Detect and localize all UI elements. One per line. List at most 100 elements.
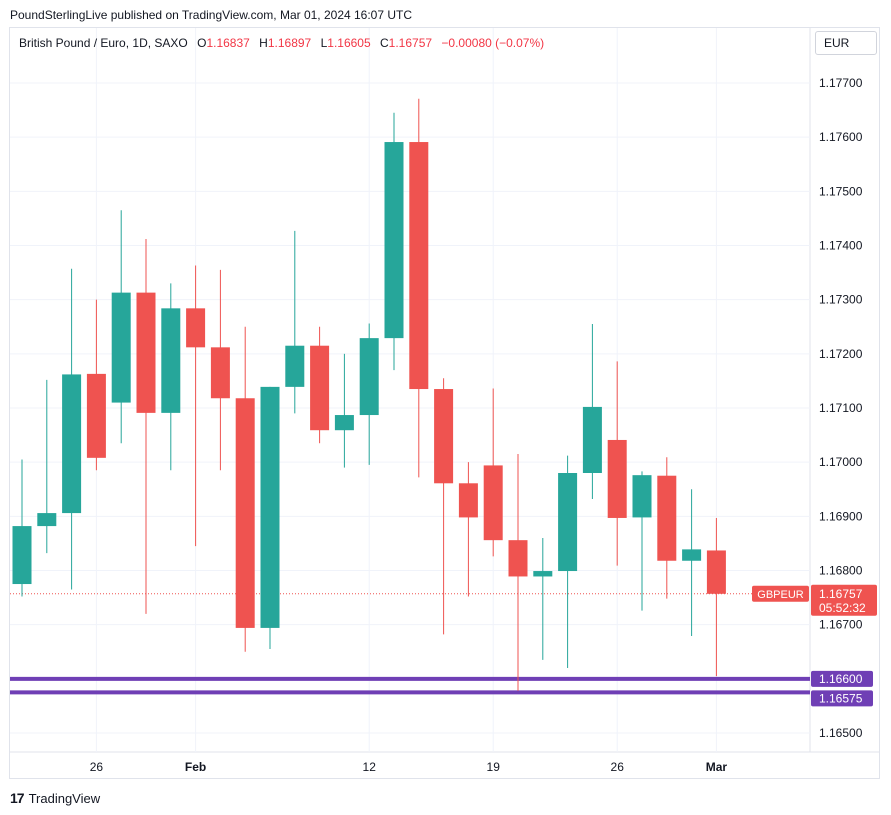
candle xyxy=(409,98,429,478)
y-tick-label: 1.16500 xyxy=(819,726,863,740)
candle xyxy=(434,378,454,635)
candle-body xyxy=(533,571,553,577)
level-price-box xyxy=(811,670,873,687)
candle xyxy=(62,268,82,590)
y-tick-label: 1.16900 xyxy=(819,509,863,523)
low-label: L xyxy=(320,36,328,50)
candle xyxy=(161,283,181,471)
current-price-box xyxy=(811,584,877,616)
candle-body xyxy=(161,308,181,413)
candle xyxy=(111,210,131,444)
candle xyxy=(186,265,206,547)
close-label: C xyxy=(380,36,389,50)
candle-body xyxy=(12,526,32,585)
candle-body xyxy=(62,374,82,514)
candle-body xyxy=(682,549,702,561)
candle-body xyxy=(37,513,57,527)
published-by-text: PoundSterlingLive published on TradingVi… xyxy=(10,8,413,22)
candle-body xyxy=(310,345,330,431)
low-value: 1.16605 xyxy=(327,36,371,50)
candle xyxy=(607,361,627,566)
candles xyxy=(12,98,726,691)
y-tick-label: 1.17700 xyxy=(819,76,863,90)
symbol-tag-text: GBPEUR xyxy=(757,589,804,601)
y-axis: 1.16500 1.16700 1.16800 1.16900 1.17000 1.171… xyxy=(819,76,863,740)
candle xyxy=(706,517,726,677)
x-tick-label: 19 xyxy=(487,760,501,774)
candle xyxy=(384,112,404,371)
y-tick-label: 1.17600 xyxy=(819,130,863,144)
x-tick-label: Feb xyxy=(185,760,206,774)
candle-body xyxy=(186,308,206,348)
countdown-text: 05:52:32 xyxy=(819,601,866,615)
candle xyxy=(582,324,602,499)
x-tick-label: Mar xyxy=(706,760,728,774)
candle-body xyxy=(111,292,131,403)
candle xyxy=(508,454,528,691)
candle-body xyxy=(136,292,156,413)
candle xyxy=(260,386,280,650)
y-tick-label: 1.17100 xyxy=(819,401,863,415)
support-levels xyxy=(10,593,810,695)
candle-body xyxy=(706,550,726,594)
candle-body xyxy=(210,347,230,399)
candle-body xyxy=(334,415,354,431)
current-price-text: 1.16757 xyxy=(819,587,863,601)
candle-body xyxy=(260,386,280,628)
candle-body xyxy=(582,406,602,473)
candle xyxy=(210,269,230,471)
candle-body xyxy=(235,398,255,628)
candle xyxy=(136,239,156,614)
candle-body xyxy=(458,483,478,518)
x-tick-label: 12 xyxy=(363,760,377,774)
candle xyxy=(37,379,57,554)
candle-body xyxy=(359,338,379,416)
chart-frame xyxy=(9,27,880,779)
candle-body xyxy=(483,465,503,541)
y-tick-label: 1.17400 xyxy=(819,239,863,253)
symbol-name: British Pound / Euro, 1D, SAXO xyxy=(19,36,188,50)
candle-body xyxy=(657,475,677,561)
x-tick-label: 26 xyxy=(90,760,104,774)
y-tick-label: 1.17500 xyxy=(819,184,863,198)
candle xyxy=(682,489,702,637)
open-label: O xyxy=(197,36,207,50)
candle xyxy=(235,326,255,652)
symbol-tag xyxy=(752,585,809,602)
x-axis: 26 Feb 12 19 26 Mar xyxy=(90,760,728,774)
brand-text: TradingView xyxy=(28,790,101,806)
candle-body xyxy=(434,389,454,484)
candle-body xyxy=(285,345,305,387)
candle xyxy=(632,471,652,611)
high-value: 1.16897 xyxy=(267,36,312,50)
candle xyxy=(558,455,578,668)
candle-body xyxy=(409,142,429,390)
candle-body xyxy=(384,142,404,339)
candle-body xyxy=(558,473,578,572)
level-price-text: 1.16600 xyxy=(819,672,863,686)
candle-body xyxy=(508,540,528,577)
tradingview-logo-icon: 17 xyxy=(10,790,25,806)
ohlc-legend: British Pound / Euro, 1D, SAXO O1.16837 … xyxy=(19,36,544,50)
candle xyxy=(334,353,354,468)
candle-body xyxy=(86,373,106,458)
y-tick-label: 1.17200 xyxy=(819,347,863,361)
y-tick-label: 1.17300 xyxy=(819,293,863,307)
open-value: 1.16837 xyxy=(206,36,250,50)
candle xyxy=(310,326,330,444)
high-label: H xyxy=(259,36,268,50)
y-tick-label: 1.16800 xyxy=(819,564,863,578)
y-tick-label: 1.17000 xyxy=(819,455,863,469)
candle xyxy=(359,323,379,465)
currency-button[interactable]: EUR xyxy=(815,31,877,55)
candle xyxy=(285,230,305,414)
tradingview-logo[interactable]: 17 TradingView xyxy=(10,790,100,806)
candle xyxy=(12,459,32,597)
candle xyxy=(657,457,677,599)
candle xyxy=(533,538,553,660)
candle xyxy=(483,388,503,557)
y-tick-label: 1.16700 xyxy=(819,618,863,632)
candle xyxy=(458,462,478,597)
